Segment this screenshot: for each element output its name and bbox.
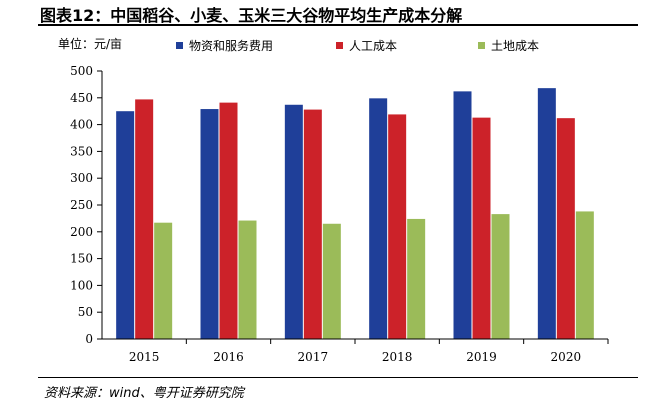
- title-rule: [38, 24, 638, 26]
- bar-materials-2018: [369, 98, 388, 339]
- legend-swatch-labor: [336, 42, 343, 49]
- y-tick-label: 450: [70, 91, 93, 105]
- chart-title: 图表12：中国稻谷、小麦、玉米三大谷物平均生产成本分解: [40, 6, 463, 25]
- x-tick-label: 2018: [382, 350, 413, 364]
- legend-label-materials: 物资和服务费用: [189, 38, 273, 53]
- y-tick-label: 50: [78, 305, 93, 319]
- bar-labor-2019: [472, 117, 491, 339]
- bar-materials-2020: [537, 88, 556, 339]
- legend-swatch-materials: [176, 42, 183, 49]
- bar-materials-2017: [284, 104, 303, 339]
- bar-labor-2017: [303, 109, 322, 339]
- y-tick-label: 0: [85, 332, 93, 346]
- bar-land-2020: [575, 211, 594, 339]
- bar-land-2016: [238, 220, 257, 339]
- bar-materials-2019: [453, 91, 472, 339]
- x-tick-label: 2015: [129, 350, 160, 364]
- y-tick-label: 300: [70, 171, 93, 185]
- bar-land-2018: [407, 218, 426, 339]
- legend-label-labor: 人工成本: [349, 39, 397, 53]
- x-tick-label: 2020: [551, 350, 582, 364]
- bar-materials-2015: [116, 111, 135, 339]
- legend-swatch-land: [478, 42, 485, 49]
- legend: 物资和服务费用 人工成本 土地成本: [176, 38, 539, 53]
- x-tick-label: 2019: [466, 350, 497, 364]
- x-tick-label: 2017: [298, 350, 329, 364]
- bar-labor-2016: [219, 102, 238, 340]
- bar-materials-2016: [200, 109, 219, 339]
- bar-labor-2018: [388, 114, 407, 339]
- y-tick-label: 200: [70, 225, 93, 239]
- y-tick-label: 350: [70, 144, 93, 158]
- x-axis: 2015 2016 2017 2018 2019 2020: [102, 338, 609, 364]
- y-tick-label: 400: [70, 118, 93, 132]
- bars: [116, 88, 594, 340]
- y-axis: 0 50 100 150 200 250 300 350 400 450 500: [70, 64, 103, 346]
- legend-label-land: 土地成本: [491, 39, 539, 53]
- y-tick-label: 250: [70, 198, 93, 212]
- source-rule: [38, 377, 638, 378]
- bar-labor-2020: [556, 118, 575, 339]
- bar-land-2015: [154, 222, 173, 339]
- source-note: 资料来源：wind、粤开证券研究院: [44, 386, 244, 401]
- unit-label: 单位：元/亩: [58, 36, 122, 51]
- y-tick-label: 100: [70, 278, 93, 292]
- x-tick-label: 2016: [213, 350, 244, 364]
- y-tick-label: 150: [70, 252, 93, 266]
- bar-labor-2015: [135, 99, 154, 340]
- bar-land-2017: [322, 223, 341, 339]
- bar-land-2019: [491, 214, 510, 339]
- y-tick-label: 500: [70, 64, 93, 78]
